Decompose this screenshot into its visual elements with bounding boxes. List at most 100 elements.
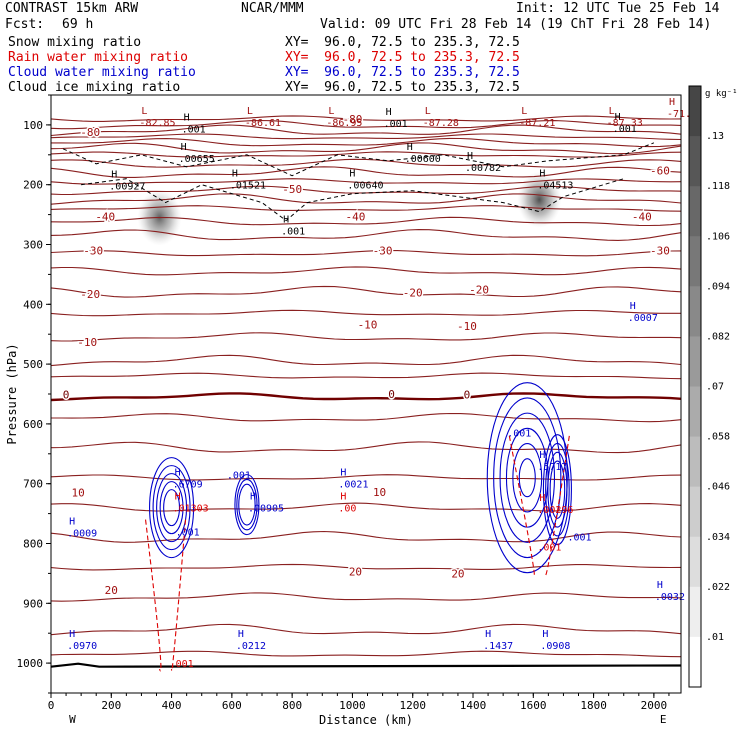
extremum-mark: H <box>181 142 187 153</box>
x-tick-label: 0 <box>48 699 55 712</box>
extremum-value: .0908 <box>540 641 570 652</box>
fcst-label: Fcst: <box>5 17 45 32</box>
snow-contour-0 <box>62 142 655 177</box>
extremum-value: .5717 <box>537 462 567 473</box>
extremum-mark: L <box>328 106 334 117</box>
cloud-water-contour-3-3 <box>549 460 566 519</box>
isotherm-label: -20 <box>403 286 423 299</box>
extremum-value: .0970 <box>67 641 97 652</box>
isotherm-line-10 <box>50 185 682 196</box>
x-tick-label: 200 <box>101 699 121 712</box>
isotherm-line-21 <box>50 372 682 380</box>
y-tick-label: 700 <box>23 478 43 491</box>
extremum-value: .0212 <box>236 641 266 652</box>
cloud-water-contour-2-0 <box>486 382 568 574</box>
field-name-cloudwater: Cloud water mixing ratio <box>8 65 196 80</box>
isotherm-line-20 <box>50 354 682 367</box>
extremum-value: .001 <box>507 428 531 439</box>
colorbar-label: .082 <box>706 331 730 342</box>
colorbar-label: .094 <box>706 281 730 292</box>
isotherm-label: 20 <box>349 566 362 579</box>
isotherm-line-18 <box>50 309 681 317</box>
isotherm-line-2 <box>50 124 682 137</box>
isotherm-label: 10 <box>373 486 386 499</box>
isotherm-label: -30 <box>373 244 393 257</box>
extremum-mark: H <box>485 629 491 640</box>
extremum-value: .001 <box>567 532 591 543</box>
x-tick-label: 2000 <box>641 699 668 712</box>
extremum-mark: H <box>615 112 621 123</box>
isotherm-line-12 <box>50 205 682 212</box>
x-end-label-west: W <box>69 713 76 726</box>
isotherm-label: 20 <box>105 584 118 597</box>
extremum-value: .001 <box>613 124 637 135</box>
isotherm-line-1 <box>50 119 682 130</box>
colorbar-label: .106 <box>706 231 730 242</box>
colorbar-cell <box>689 536 701 588</box>
extremum-value: -87.21 <box>519 118 555 129</box>
extremum-mark: H <box>340 468 346 479</box>
isotherm-line-6 <box>50 151 682 158</box>
isotherm-label: -40 <box>95 210 115 223</box>
colorbar-label: .13 <box>706 131 724 142</box>
extremum-mark: H <box>175 492 181 503</box>
extremum-mark: L <box>425 106 431 117</box>
cloud-water-contour-2-1 <box>493 397 562 559</box>
colorbar-label: .058 <box>706 432 730 443</box>
x-tick-label: 1800 <box>580 699 607 712</box>
x-tick-label: 400 <box>162 699 182 712</box>
isotherm-line-3 <box>50 133 682 141</box>
extremum-value: .001 <box>170 659 194 670</box>
extremum-mark: H <box>283 215 289 226</box>
isotherm-line-9 <box>50 178 682 185</box>
colorbar-cell <box>689 336 701 387</box>
cloud-water-contour-0-3 <box>159 481 184 535</box>
extremum-value: .0032 <box>655 592 685 603</box>
extremum-mark: L <box>141 106 147 117</box>
cloud-water-contour-3-1 <box>545 442 570 537</box>
extremum-value: .00640 <box>347 181 383 192</box>
y-tick-label: 900 <box>23 597 43 610</box>
extremum-mark: H <box>69 629 75 640</box>
isotherm-line-28 <box>50 592 682 602</box>
isotherm-line-19 <box>50 332 682 342</box>
extremum-mark: H <box>386 107 392 118</box>
extremum-value: .00927 <box>109 181 145 192</box>
isotherm-line-13 <box>50 216 682 227</box>
field-name-rain: Rain water mixing ratio <box>8 50 189 65</box>
extremum-value: .001 <box>182 124 206 135</box>
y-tick-label: 400 <box>23 298 43 311</box>
center-label: NCAR/MMM <box>241 1 304 16</box>
isotherm-line-22 <box>51 412 682 423</box>
extremum-value: .0007 <box>628 313 658 324</box>
colorbar-label: .01 <box>706 632 724 643</box>
extremum-mark: H <box>111 169 117 180</box>
isotherm-line-26 <box>50 530 682 543</box>
cloud-water-contour-3-0 <box>542 434 572 546</box>
extremum-value: .00296 <box>537 505 573 516</box>
x-tick-label: 600 <box>222 699 242 712</box>
extremum-value: .01303 <box>173 504 209 515</box>
isotherm-line-8 <box>50 166 682 178</box>
colorbar-label: .022 <box>706 582 730 593</box>
x-axis-label: Distance (km) <box>319 713 413 727</box>
colorbar-label: .034 <box>706 532 730 543</box>
isotherm-label: -20 <box>469 283 489 296</box>
colorbar-cell <box>689 86 701 137</box>
x-tick-label: 1000 <box>339 699 366 712</box>
x-tick-label: 1200 <box>399 699 426 712</box>
fcst-value: 69 h <box>62 17 94 32</box>
field-name-cloudice: Cloud ice mixing ratio <box>8 80 181 95</box>
colorbar-cell <box>689 186 701 237</box>
isotherm-label: -50 <box>282 183 302 196</box>
extremum-mark: H <box>669 97 675 108</box>
extremum-mark: H <box>250 492 256 503</box>
isotherm-line-29 <box>50 623 682 636</box>
y-tick-label: 1000 <box>17 657 44 670</box>
isotherm-line-4 <box>51 137 682 148</box>
y-tick-label: 600 <box>23 418 43 431</box>
y-tick-label: 800 <box>23 538 43 551</box>
cloud-water-contour-1-1 <box>236 478 258 531</box>
extremum-mark: H <box>539 169 545 180</box>
colorbar-cell <box>689 386 701 438</box>
